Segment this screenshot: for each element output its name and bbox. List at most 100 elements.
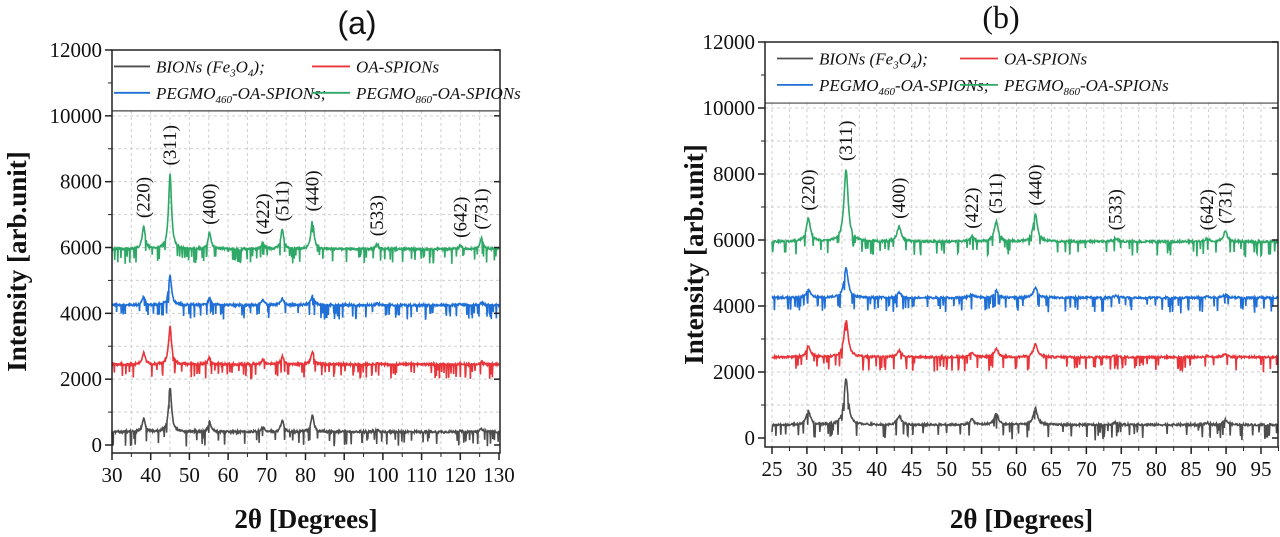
legend-text-part: 4	[911, 60, 917, 72]
peak-label: (422)	[253, 193, 274, 234]
legend-label: BIONs (Fe3O4);	[156, 57, 265, 79]
peak-label: (533)	[367, 195, 388, 236]
x-tick-label: 50	[179, 463, 200, 487]
legend-text-part: PEGMO	[355, 84, 415, 103]
series-line-0	[771, 378, 1279, 441]
legend-text-part: 4	[248, 67, 254, 79]
x-tick-label: 100	[367, 463, 399, 487]
x-tick-label: 30	[796, 457, 817, 481]
y-tick-label: 2000	[713, 360, 755, 384]
x-tick-label: 110	[406, 463, 437, 487]
y-tick-label: 10000	[50, 104, 103, 128]
y-tick-label: 12000	[50, 38, 103, 62]
y-tick-label: 8000	[60, 170, 102, 194]
x-axis-label: 2θ [Degrees]	[950, 504, 1093, 534]
legend-text-part: BIONs (Fe	[156, 57, 231, 76]
legend-text-part: -OA-SPIONs	[1080, 76, 1169, 95]
x-tick-label: 50	[936, 457, 957, 481]
legend-text-part: -OA-SPIONs	[432, 84, 521, 103]
y-tick-label: 0	[92, 433, 103, 457]
legend-text-part: PEGMO	[1003, 76, 1063, 95]
y-tick-label: 0	[745, 426, 756, 450]
y-tick-label: 2000	[60, 367, 102, 391]
legend-text-part: OA-SPIONs	[356, 57, 439, 76]
peak-label: (642)	[1197, 189, 1218, 230]
legend-text-part: O	[236, 57, 248, 76]
y-tick-label: 10000	[703, 96, 756, 120]
x-tick-label: 95	[1251, 457, 1272, 481]
peak-label: (220)	[134, 177, 155, 218]
series-line-0	[111, 388, 500, 447]
legend-text-part: BIONs (Fe	[819, 50, 894, 69]
legend-text-part: -OA-SPIONs;	[895, 76, 989, 95]
legend-text-part: 3	[229, 67, 236, 79]
x-tick-label: 75	[1111, 457, 1132, 481]
plot-frame	[764, 41, 1279, 448]
y-tick-label: 6000	[713, 228, 755, 252]
peak-label: (511)	[272, 181, 293, 221]
peak-label: (422)	[962, 188, 983, 229]
peak-label: (642)	[450, 197, 471, 238]
series-line-3	[771, 169, 1279, 258]
peak-label: (533)	[1106, 189, 1127, 230]
y-axis-label: Intensity [arb.unit]	[679, 144, 709, 365]
series-line-1	[111, 325, 500, 380]
x-tick-label: 85	[1181, 457, 1202, 481]
series-line-2	[771, 267, 1279, 314]
legend-label: PEGMO860-OA-SPIONs	[355, 84, 521, 106]
series-line-2	[111, 274, 500, 320]
x-tick-label: 25	[762, 457, 783, 481]
legend-label: OA-SPIONs	[1004, 50, 1087, 69]
peak-label: (731)	[472, 188, 493, 229]
x-axis-label: 2θ [Degrees]	[234, 504, 377, 534]
peak-label: (440)	[1025, 164, 1046, 205]
peak-label: (311)	[836, 121, 857, 161]
peak-label: (400)	[200, 184, 221, 225]
x-tick-label: 30	[102, 463, 123, 487]
peak-label: (731)	[1215, 183, 1236, 224]
legend-label: PEGMO460-OA-SPIONs;	[818, 76, 989, 98]
legend-text-part: );	[252, 57, 264, 76]
legend-text-part: O	[899, 50, 911, 69]
x-tick-label: 80	[295, 463, 316, 487]
x-tick-label: 70	[256, 463, 277, 487]
x-tick-label: 60	[218, 463, 239, 487]
x-tick-label: 45	[901, 457, 922, 481]
panel-title: (a)	[337, 5, 376, 41]
peak-label: (440)	[302, 170, 323, 211]
series-line-3	[111, 173, 500, 264]
x-tick-label: 120	[445, 463, 477, 487]
legend-text-part: -OA-SPIONs;	[232, 84, 326, 103]
x-tick-label: 70	[1076, 457, 1097, 481]
peak-label: (311)	[160, 125, 181, 165]
x-tick-label: 35	[831, 457, 852, 481]
legend-text-part: PEGMO	[818, 76, 878, 95]
legend-text-part: PEGMO	[155, 84, 215, 103]
x-tick-label: 90	[334, 463, 355, 487]
x-tick-label: 40	[140, 463, 161, 487]
x-tick-label: 40	[866, 457, 887, 481]
x-tick-label: 90	[1216, 457, 1237, 481]
legend-text-part: 860	[1063, 86, 1080, 98]
legend-label: PEGMO860-OA-SPIONs	[1003, 76, 1169, 98]
x-tick-label: 65	[1041, 457, 1062, 481]
peak-label: (400)	[889, 178, 910, 219]
legend-label: BIONs (Fe3O4);	[819, 50, 928, 72]
legend-text-part: OA-SPIONs	[1004, 50, 1087, 69]
x-tick-label: 130	[483, 463, 515, 487]
panel-title: (b)	[982, 0, 1019, 35]
x-tick-label: 60	[1006, 457, 1027, 481]
legend-text-part: 860	[415, 94, 432, 106]
chart-panel-b: (220) (311) (400) (422) (511) (440) (533) (642)…	[679, 0, 1279, 534]
y-tick-label: 8000	[713, 162, 755, 186]
legend-text-part: 3	[892, 60, 899, 72]
y-tick-label: 6000	[60, 236, 102, 260]
legend-text-part: 460	[878, 86, 895, 98]
legend-text-part: );	[915, 50, 927, 69]
x-tick-label: 80	[1146, 457, 1167, 481]
series-line-1	[771, 320, 1279, 373]
peak-label: (511)	[986, 173, 1007, 213]
y-axis-label: Intensity [arb.unit]	[2, 151, 32, 372]
x-tick-label: 55	[971, 457, 992, 481]
